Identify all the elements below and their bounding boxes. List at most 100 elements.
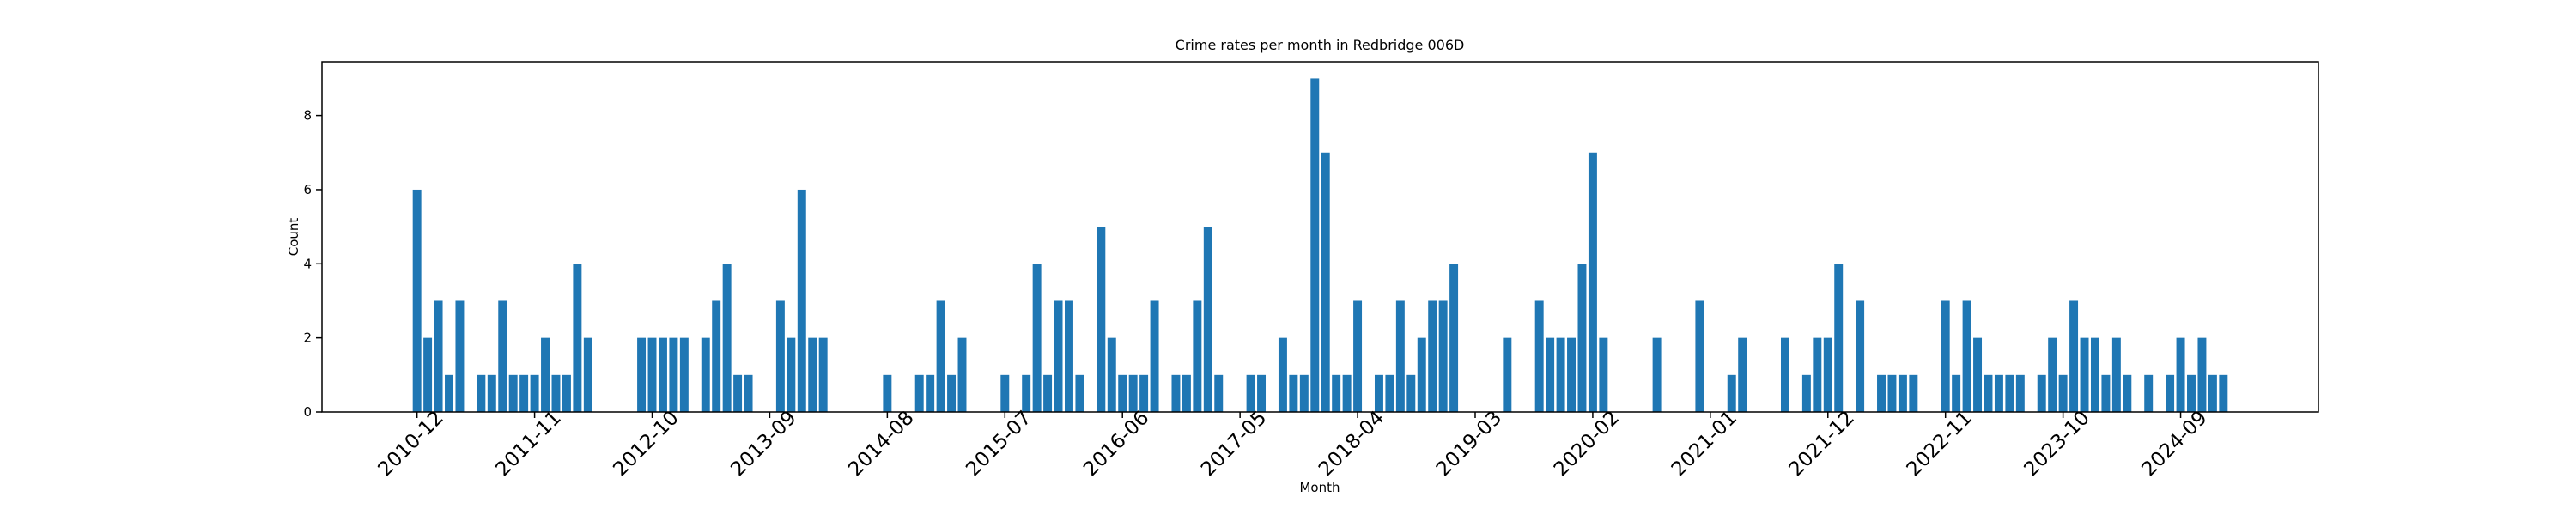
bar (573, 264, 582, 412)
bar (498, 300, 507, 412)
bar (412, 189, 422, 412)
bar (2101, 374, 2111, 412)
bar (2176, 337, 2185, 412)
bar (1546, 337, 1555, 412)
bar (957, 337, 967, 412)
x-tick-label: 2018-04 (1315, 407, 1388, 481)
bar (658, 337, 667, 412)
x-tick-label: 2024-09 (2137, 407, 2211, 481)
bar (1289, 374, 1298, 412)
bar (808, 337, 817, 412)
bar (1727, 374, 1736, 412)
bar (477, 374, 486, 412)
chart-title: Crime rates per month in Redbridge 006D (1176, 37, 1465, 53)
bar (2080, 337, 2089, 412)
bar (2015, 374, 2025, 412)
bar (1856, 300, 1865, 412)
bar (1781, 337, 1789, 412)
bar (744, 374, 753, 412)
bar (1395, 300, 1405, 412)
bar (1118, 374, 1127, 412)
bar (1417, 337, 1426, 412)
bar (936, 300, 945, 412)
bar (883, 374, 892, 412)
bar (926, 374, 935, 412)
bar (1246, 374, 1255, 412)
bar (1353, 300, 1363, 412)
y-axis-label: Count (286, 218, 301, 257)
bar (1588, 152, 1597, 412)
bar (1449, 264, 1459, 412)
bar (775, 300, 785, 412)
bar (647, 337, 657, 412)
bar (1577, 264, 1587, 412)
bar (1652, 337, 1662, 412)
bar (1503, 337, 1512, 412)
bar (669, 337, 678, 412)
x-tick-label: 2012-10 (609, 407, 683, 481)
bar (2048, 337, 2057, 412)
y-tick-label: 0 (303, 404, 312, 420)
bar (1374, 374, 1383, 412)
bar (2187, 374, 2196, 412)
bar (1973, 337, 1983, 412)
plot-frame (321, 61, 2319, 413)
x-tick-label: 2020-02 (1550, 407, 1624, 481)
bar (1877, 374, 1886, 412)
bar (1962, 300, 1971, 412)
bar (2069, 300, 2079, 412)
bar (1898, 374, 1907, 412)
bar (1534, 300, 1544, 412)
x-tick-label: 2014-08 (844, 407, 918, 481)
y-tick-label: 4 (303, 256, 312, 271)
x-tick-label: 2021-01 (1668, 407, 1741, 481)
bar (1171, 374, 1181, 412)
bar (1000, 374, 1010, 412)
bar (1278, 337, 1287, 412)
bar (1214, 374, 1224, 412)
bar (1556, 337, 1565, 412)
bar (1599, 337, 1608, 412)
bar (1952, 374, 1961, 412)
bar (1032, 264, 1042, 412)
bar (2005, 374, 2014, 412)
bar (2219, 374, 2228, 412)
bar (1342, 374, 1352, 412)
bar (1428, 300, 1437, 412)
bar (2090, 337, 2099, 412)
bar (455, 300, 465, 412)
bar (562, 374, 571, 412)
bar (1823, 337, 1832, 412)
bar (712, 300, 721, 412)
bar (1567, 337, 1577, 412)
bar (1941, 300, 1950, 412)
bar (1139, 374, 1149, 412)
y-tick-label: 2 (303, 330, 312, 346)
bar (1043, 374, 1053, 412)
x-tick-label: 2023-10 (2020, 407, 2094, 481)
x-tick-label: 2010-12 (374, 407, 448, 481)
bar (2111, 337, 2121, 412)
x-tick-label: 2019-03 (1432, 407, 1506, 481)
bar (2123, 374, 2132, 412)
bar (1257, 374, 1267, 412)
bar (722, 264, 732, 412)
x-tick-label: 2022-11 (1903, 407, 1977, 481)
bar (1150, 300, 1159, 412)
bar (1064, 300, 1073, 412)
x-tick-label: 2011-11 (491, 407, 565, 481)
bar (1299, 374, 1309, 412)
bar (1738, 337, 1747, 412)
bar (583, 337, 592, 412)
bar (487, 374, 496, 412)
bar (508, 374, 518, 412)
bar (1097, 227, 1106, 412)
bar (1887, 374, 1897, 412)
bar (1695, 300, 1704, 412)
x-tick-label: 2013-09 (726, 407, 800, 481)
bar (2037, 374, 2046, 412)
bar (1834, 264, 1844, 412)
bar (423, 337, 433, 412)
bar (1385, 374, 1394, 412)
